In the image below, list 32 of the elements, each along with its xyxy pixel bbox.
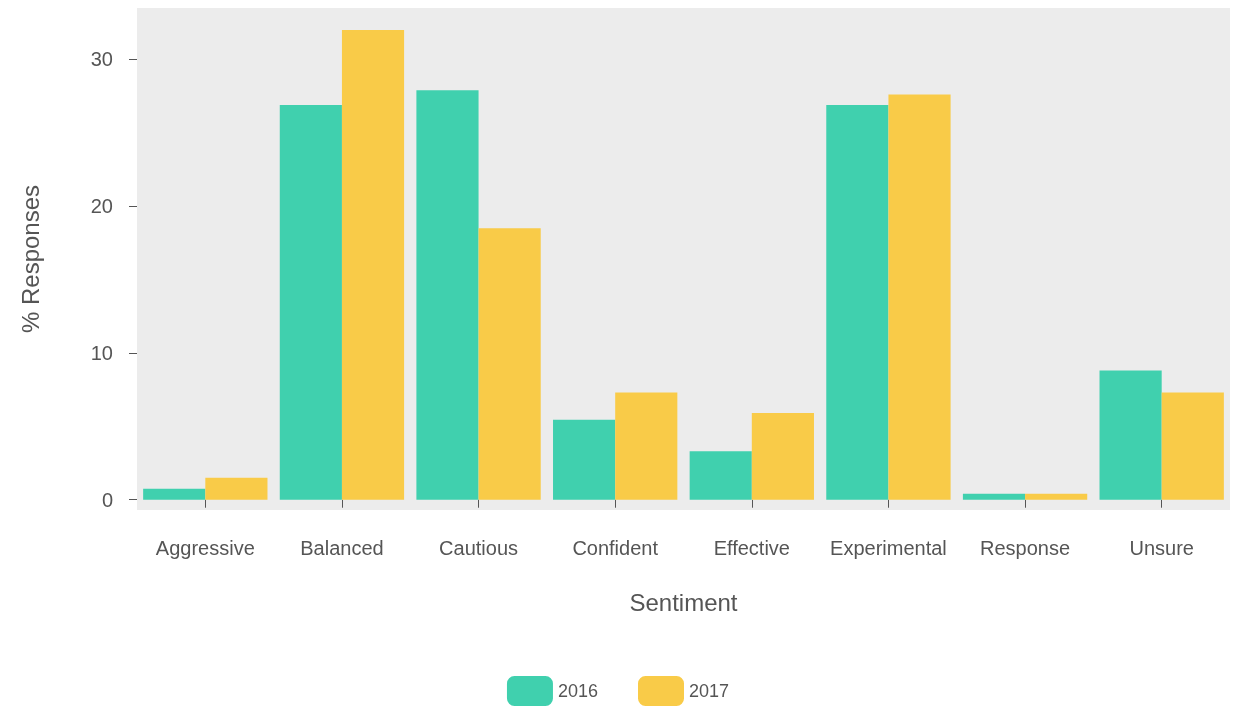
x-tick-label: Cautious xyxy=(439,537,519,559)
bar xyxy=(553,419,616,500)
bar xyxy=(1161,392,1224,500)
bar xyxy=(751,413,814,500)
bar xyxy=(279,104,342,500)
bar xyxy=(888,94,951,500)
x-tick-label: Aggressive xyxy=(155,537,255,559)
bar xyxy=(1099,370,1162,500)
bar xyxy=(341,30,405,500)
bar xyxy=(826,104,889,500)
legend-label: 2016 xyxy=(557,681,598,701)
y-tick-label: 30 xyxy=(90,48,113,71)
x-tick-label: Unsure xyxy=(1129,537,1194,559)
x-tick-label: Effective xyxy=(713,537,790,559)
bar xyxy=(962,493,1026,500)
x-tick-label: Response xyxy=(980,537,1071,559)
y-tick-label: 0 xyxy=(101,488,113,511)
x-axis-title: Sentiment xyxy=(629,588,738,616)
y-axis-title: % Responses xyxy=(16,184,44,334)
bar xyxy=(615,392,678,500)
x-tick-label: Confident xyxy=(572,537,659,559)
legend-label: 2017 xyxy=(689,681,730,701)
bar xyxy=(478,228,541,500)
bar xyxy=(1025,493,1088,500)
y-tick-label: 20 xyxy=(90,195,113,218)
bar xyxy=(205,477,268,500)
bar xyxy=(689,451,752,500)
x-tick-label: Balanced xyxy=(300,537,384,559)
bar xyxy=(416,90,479,500)
bar xyxy=(143,488,206,500)
y-tick-label: 10 xyxy=(90,341,113,364)
x-tick-label: Experimental xyxy=(830,537,947,559)
